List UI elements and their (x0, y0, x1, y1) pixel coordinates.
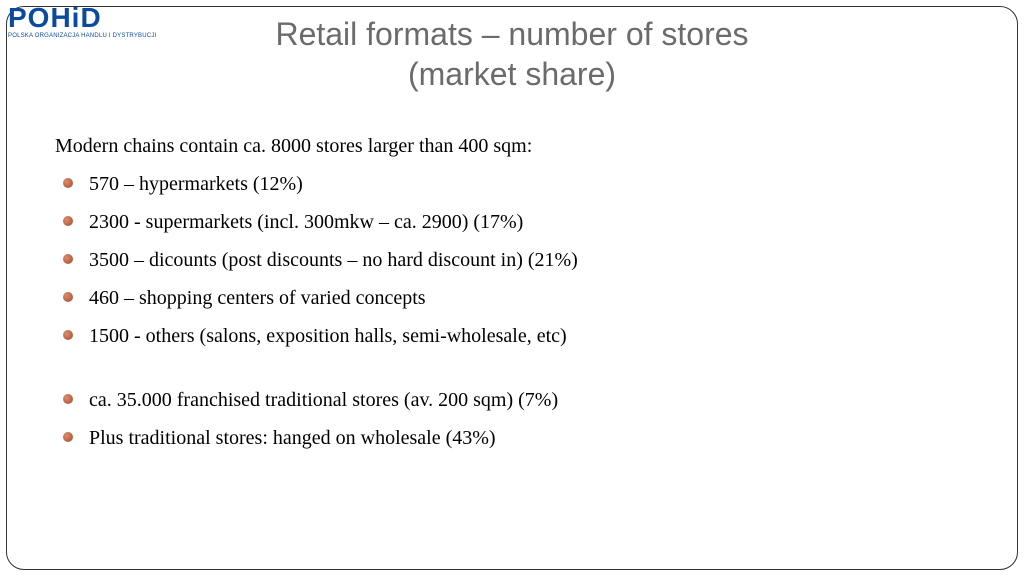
slide-content: Modern chains contain ca. 8000 stores la… (55, 130, 969, 460)
logo-sub-text: POLSKA ORGANIZACJA HANDLU I DYSTRYBUCJI (8, 33, 156, 39)
title-line1: Retail formats – number of stores (275, 16, 748, 52)
intro-text: Modern chains contain ca. 8000 stores la… (55, 130, 969, 162)
list-item: 3500 – dicounts (post discounts – no har… (63, 244, 969, 276)
list-item: ca. 35.000 franchised traditional stores… (63, 384, 969, 416)
bullet-list-2: ca. 35.000 franchised traditional stores… (63, 384, 969, 454)
list-item: 570 – hypermarkets (12%) (63, 168, 969, 200)
logo-main-text: POHiD (8, 4, 156, 32)
list-item: 460 – shopping centers of varied concept… (63, 282, 969, 314)
spacer (55, 358, 969, 384)
logo: POHiD POLSKA ORGANIZACJA HANDLU I DYSTRY… (8, 4, 156, 39)
list-item: 1500 - others (salons, exposition halls,… (63, 320, 969, 352)
title-line2: (market share) (408, 56, 616, 92)
list-item: Plus traditional stores: hanged on whole… (63, 422, 969, 454)
list-item: 2300 - supermarkets (incl. 300mkw – ca. … (63, 206, 969, 238)
bullet-list-1: 570 – hypermarkets (12%) 2300 - supermar… (63, 168, 969, 352)
